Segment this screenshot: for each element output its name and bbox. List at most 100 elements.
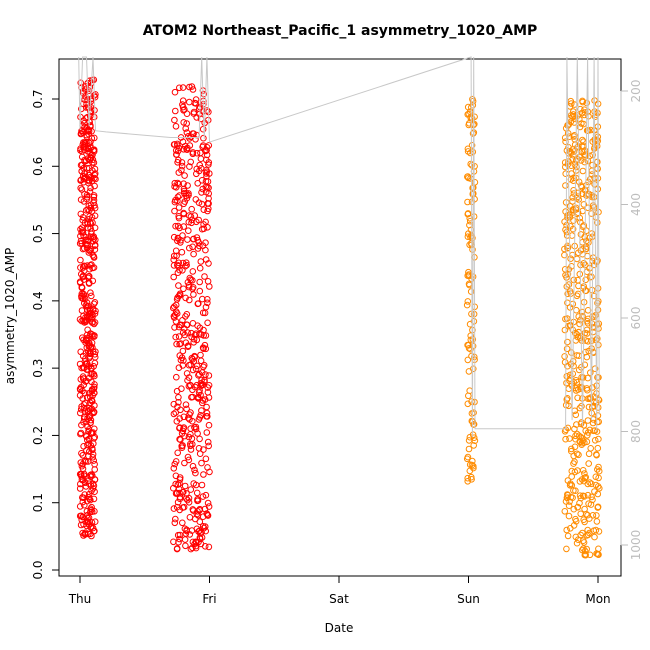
- data-point: [179, 267, 186, 274]
- data-point: [563, 283, 571, 290]
- data-point: [183, 120, 190, 127]
- data-point: [179, 347, 187, 355]
- data-point: [199, 142, 207, 149]
- data-point: [566, 435, 573, 442]
- data-point: [584, 432, 591, 439]
- data-point: [193, 510, 201, 518]
- data-point: [197, 155, 205, 162]
- data-point: [562, 401, 570, 409]
- data-point: [199, 295, 206, 303]
- chart-title: ATOM2 Northeast_Pacific_1 asymmetry_1020…: [143, 23, 538, 39]
- data-point: [179, 97, 187, 104]
- data-point: [471, 437, 479, 445]
- data-point: [189, 130, 197, 137]
- data-point: [186, 98, 193, 106]
- data-point: [85, 279, 93, 287]
- data-point: [177, 239, 184, 246]
- data-point: [79, 229, 87, 236]
- x-tick-label: Mon: [585, 592, 610, 606]
- data-point: [570, 217, 577, 224]
- data-point: [82, 339, 89, 346]
- data-point: [196, 534, 204, 541]
- data-point: [583, 127, 591, 134]
- data-point: [183, 311, 191, 318]
- data-point: [185, 414, 192, 422]
- data-point: [199, 309, 207, 317]
- data-point: [464, 210, 472, 217]
- data-point: [174, 262, 182, 270]
- data-point: [584, 157, 592, 165]
- data-point: [564, 338, 571, 346]
- data-point: [175, 169, 183, 176]
- data-point: [571, 101, 578, 108]
- data-point: [78, 364, 85, 372]
- data-point: [562, 226, 569, 233]
- data-point: [562, 170, 570, 177]
- data-point: [170, 538, 177, 546]
- data-point: [88, 214, 96, 221]
- data-point: [170, 273, 177, 281]
- data-point: [561, 245, 568, 253]
- data-point: [468, 461, 476, 469]
- data-point: [195, 300, 202, 307]
- data-point: [181, 459, 188, 467]
- data-point: [181, 198, 189, 205]
- data-point: [81, 96, 88, 103]
- data-point: [593, 158, 601, 166]
- data-point: [91, 224, 99, 232]
- data-point: [180, 285, 187, 293]
- data-point: [91, 466, 98, 473]
- data-point: [176, 84, 183, 92]
- data-point: [187, 381, 194, 389]
- data-point: [566, 498, 573, 505]
- data-point: [174, 531, 182, 539]
- data-point: [85, 477, 92, 485]
- data-point: [78, 186, 86, 193]
- data-point: [81, 491, 88, 498]
- data-point: [465, 268, 472, 276]
- data-point: [202, 218, 209, 226]
- data-point: [181, 536, 189, 543]
- data-point: [175, 259, 183, 267]
- data-point: [89, 251, 97, 259]
- data-point: [570, 487, 577, 494]
- data-point: [199, 185, 206, 193]
- data-point: [579, 98, 587, 106]
- data-point: [589, 512, 597, 519]
- data-point: [187, 409, 194, 416]
- data-point: [198, 534, 206, 541]
- data-point: [87, 289, 94, 297]
- points-layer: [76, 76, 603, 559]
- data-point: [185, 383, 193, 390]
- data-point: [579, 312, 586, 320]
- data-point: [196, 518, 204, 526]
- data-point: [562, 271, 569, 279]
- data-point: [173, 340, 180, 348]
- data-point: [564, 362, 571, 370]
- data-point: [77, 471, 85, 478]
- data-point: [198, 189, 205, 196]
- data-point: [91, 93, 99, 101]
- data-point: [176, 435, 183, 443]
- data-point: [174, 193, 182, 201]
- data-point: [196, 324, 204, 332]
- data-point: [202, 256, 210, 263]
- data-point: [589, 254, 597, 262]
- data-point: [179, 442, 186, 449]
- data-point: [196, 529, 204, 537]
- data-point: [84, 436, 91, 444]
- data-point: [196, 435, 203, 443]
- data-point: [79, 465, 87, 473]
- data-point: [587, 395, 594, 402]
- data-point: [189, 441, 196, 448]
- data-point: [465, 445, 473, 453]
- data-point: [590, 193, 598, 201]
- data-point: [181, 172, 188, 179]
- data-point: [172, 515, 179, 523]
- data-point: [90, 385, 98, 393]
- data-point: [594, 374, 601, 381]
- data-point: [470, 434, 478, 442]
- data-point: [180, 209, 187, 217]
- data-point: [199, 125, 207, 133]
- y-tick-label: 0.6: [31, 157, 45, 176]
